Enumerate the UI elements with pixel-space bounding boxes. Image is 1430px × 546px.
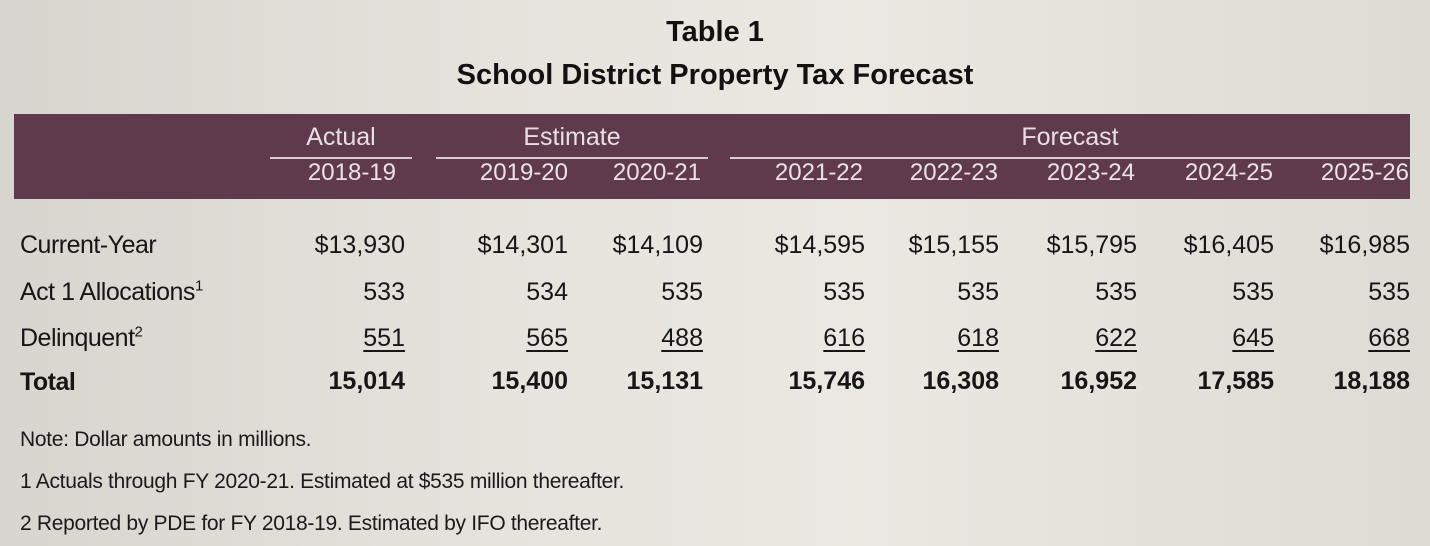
- cell-value: 645: [1232, 324, 1274, 352]
- row-label-current-year: Current-Year: [20, 230, 157, 260]
- cell: 645: [1114, 323, 1274, 353]
- year-header: 2024-25: [1184, 159, 1273, 186]
- group-actual-label: Actual: [306, 123, 376, 151]
- cell-value: 668: [1368, 324, 1410, 352]
- row-label-text: Act 1 Allocations: [20, 278, 195, 306]
- year-header: 2019-20: [479, 159, 568, 186]
- cell: 535: [1095, 278, 1137, 306]
- cell: $16,985: [1319, 231, 1410, 259]
- group-actual: Actual: [270, 122, 412, 159]
- cell: 565: [408, 323, 568, 353]
- cell: $13,930: [314, 231, 405, 259]
- cell: 15,400: [491, 367, 568, 395]
- group-forecast: Forecast: [730, 122, 1410, 159]
- footnote-marker: 2: [134, 323, 143, 341]
- cell: 18,188: [1333, 367, 1410, 395]
- note-dollar-amounts: Note: Dollar amounts in millions.: [20, 428, 312, 451]
- cell: $15,795: [1046, 231, 1137, 259]
- year-header: 2018-19: [307, 159, 396, 186]
- cell: 488: [543, 323, 703, 353]
- cell: 15,131: [626, 367, 703, 395]
- group-forecast-rule: [730, 157, 1410, 159]
- cell: 535: [823, 278, 865, 306]
- cell-value: 565: [526, 324, 568, 352]
- row-label-total: Total: [20, 367, 76, 397]
- group-estimate: Estimate: [436, 122, 708, 159]
- cell: $14,109: [612, 231, 703, 259]
- cell-value: 488: [661, 324, 703, 352]
- cell: 535: [1232, 278, 1274, 306]
- cell: 534: [526, 278, 568, 306]
- table-title: Table 1: [666, 16, 764, 48]
- cell: 17,585: [1197, 367, 1274, 395]
- cell: $15,155: [908, 231, 999, 259]
- cell: $16,405: [1183, 231, 1274, 259]
- cell: 16,952: [1060, 367, 1137, 395]
- row-label-act1-allocations: Act 1 Allocations1: [20, 277, 203, 307]
- cell: 616: [705, 323, 865, 353]
- group-actual-rule: [270, 157, 412, 159]
- cell: 533: [363, 278, 405, 306]
- header-band: [14, 114, 1410, 199]
- cell-value: 622: [1095, 324, 1137, 352]
- table-subtitle: School District Property Tax Forecast: [456, 59, 974, 91]
- cell: 15,014: [328, 367, 405, 395]
- year-header: 2021-22: [774, 159, 863, 186]
- cell: $14,301: [477, 231, 568, 259]
- row-label-text: Delinquent: [20, 324, 135, 352]
- year-header: 2022-23: [909, 159, 998, 186]
- cell: $14,595: [774, 231, 865, 259]
- year-header: 2025-26: [1320, 159, 1409, 186]
- cell: 16,308: [922, 367, 999, 395]
- row-label-text: Total: [20, 368, 76, 396]
- cell: 15,746: [788, 367, 865, 395]
- footnote-1: 1 Actuals through FY 2020-21. Estimated …: [20, 470, 625, 493]
- cell: 622: [977, 323, 1137, 353]
- year-header: 2020-21: [612, 159, 701, 186]
- group-forecast-label: Forecast: [1021, 123, 1119, 151]
- year-header: 2023-24: [1046, 159, 1135, 186]
- cell: 618: [839, 323, 999, 353]
- footnote-marker: 1: [194, 277, 203, 295]
- footnote-2: 2 Reported by PDE for FY 2018-19. Estima…: [20, 512, 603, 535]
- cell-value: 618: [957, 324, 999, 352]
- cell: 535: [957, 278, 999, 306]
- cell: 535: [661, 278, 703, 306]
- row-label-text: Current-Year: [20, 231, 157, 259]
- cell: 551: [245, 323, 405, 353]
- cell-value: 551: [363, 324, 405, 352]
- group-estimate-rule: [436, 157, 708, 159]
- row-label-delinquent: Delinquent2: [20, 323, 143, 353]
- group-estimate-label: Estimate: [523, 123, 621, 151]
- cell: 535: [1368, 278, 1410, 306]
- cell-value: 616: [823, 324, 865, 352]
- cell: 668: [1250, 323, 1410, 353]
